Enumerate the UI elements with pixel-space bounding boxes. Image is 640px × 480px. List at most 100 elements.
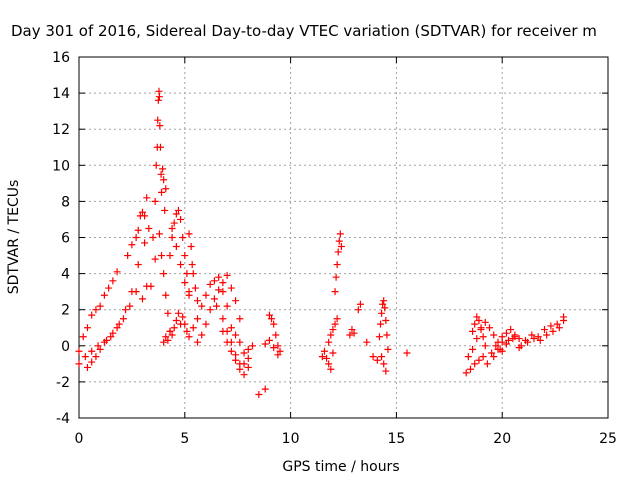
data-point: [350, 329, 358, 337]
data-point: [560, 313, 568, 321]
data-point: [464, 353, 472, 361]
data-point: [380, 297, 388, 305]
data-point: [541, 326, 549, 334]
data-point: [147, 282, 155, 290]
data-point: [75, 360, 83, 368]
data-point: [193, 315, 201, 323]
data-point: [479, 333, 487, 341]
data-point: [515, 335, 523, 343]
data-point: [502, 340, 510, 348]
data-point: [223, 271, 231, 279]
data-point: [128, 288, 136, 296]
data-point: [183, 270, 191, 278]
data-point: [331, 288, 339, 296]
y-tick-label: 0: [61, 339, 70, 355]
data-point: [227, 347, 235, 355]
data-point: [172, 317, 180, 325]
data-point: [227, 324, 235, 332]
data-point: [536, 336, 544, 344]
data-point: [325, 360, 333, 368]
data-point: [168, 224, 176, 232]
data-point: [481, 342, 489, 350]
data-point: [380, 360, 388, 368]
data-point: [403, 349, 411, 357]
data-point: [162, 291, 170, 299]
data-point: [475, 356, 483, 364]
data-point: [223, 338, 231, 346]
x-axis-label: GPS time / hours: [282, 459, 399, 475]
data-point: [268, 315, 276, 323]
data-point: [323, 354, 331, 362]
data-point: [138, 295, 146, 303]
data-point: [219, 288, 227, 296]
y-tick-label: 2: [61, 303, 70, 319]
data-point: [469, 345, 477, 353]
data-point: [202, 291, 210, 299]
data-point: [88, 347, 96, 355]
y-tick-label: 4: [61, 267, 70, 283]
data-point: [227, 284, 235, 292]
data-point: [161, 206, 169, 214]
data-point: [528, 331, 536, 339]
data-point: [555, 324, 563, 332]
data-point: [348, 326, 356, 334]
data-point: [96, 345, 104, 353]
data-point: [100, 291, 108, 299]
data-point: [490, 353, 498, 361]
data-point: [244, 345, 252, 353]
data-point: [103, 336, 111, 344]
data-point: [154, 116, 162, 124]
data-point: [109, 329, 117, 337]
data-point: [249, 342, 257, 350]
data-point: [122, 306, 130, 314]
data-point: [210, 295, 218, 303]
data-point: [462, 369, 470, 377]
data-point: [240, 349, 248, 357]
axis-ticks: -4 -2 0 2 4 6 8 10 12 14 16 0 5 10 15 20 25: [52, 50, 617, 447]
data-point: [166, 252, 174, 260]
data-point: [369, 353, 377, 361]
data-point: [511, 331, 519, 339]
data-point: [363, 338, 371, 346]
data-point: [492, 342, 500, 350]
data-point: [96, 302, 104, 310]
data-point: [507, 326, 515, 334]
y-tick-label: 12: [52, 122, 70, 138]
data-point: [236, 365, 244, 373]
data-point: [505, 336, 513, 344]
data-point: [132, 234, 140, 241]
data-point: [113, 268, 121, 276]
data-point: [181, 252, 189, 260]
data-point: [88, 358, 96, 366]
data-point: [327, 365, 335, 373]
data-point: [334, 248, 342, 256]
data-point: [155, 93, 163, 101]
data-point: [158, 188, 166, 196]
data-point: [318, 353, 326, 361]
data-point: [179, 234, 187, 241]
data-point: [160, 176, 168, 184]
data-point: [337, 243, 345, 251]
data-point: [213, 302, 221, 310]
data-point: [154, 96, 162, 104]
data-point: [145, 224, 153, 232]
data-point: [378, 309, 386, 317]
x-tick-label: 10: [282, 431, 300, 447]
data-point: [549, 327, 557, 335]
data-point: [138, 208, 146, 216]
data-point: [151, 197, 159, 205]
data-point: [382, 367, 390, 375]
data-point: [168, 331, 176, 339]
chart-title: Day 301 of 2016, Sidereal Day-to-day VTE…: [11, 22, 597, 40]
data-point: [92, 353, 100, 361]
data-point: [534, 333, 542, 341]
y-tick-label: 6: [61, 231, 70, 247]
data-point: [530, 335, 538, 343]
x-tick-label: 15: [387, 431, 405, 447]
data-point: [162, 185, 170, 193]
data-point: [232, 356, 240, 364]
data-point: [384, 345, 392, 353]
data-point: [219, 327, 227, 335]
data-point: [244, 363, 252, 371]
